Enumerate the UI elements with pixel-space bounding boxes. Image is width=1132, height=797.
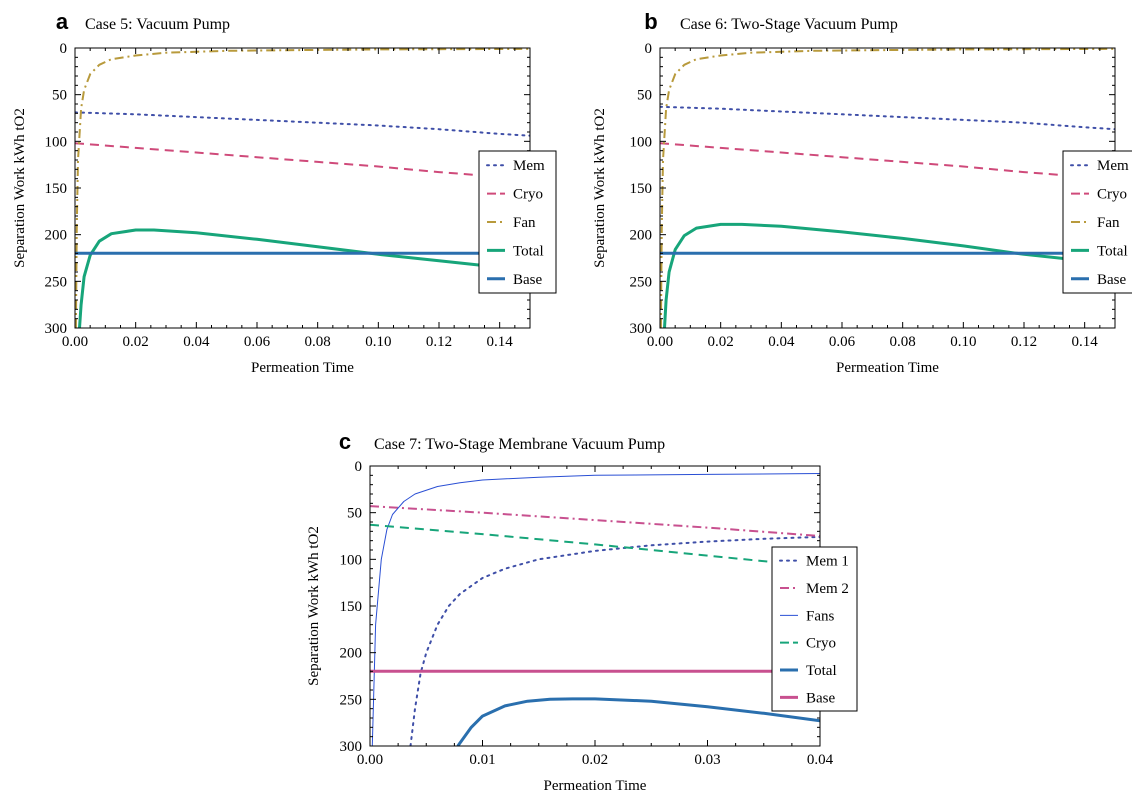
x-tick-label: 0.02 [708, 334, 734, 350]
series-group [370, 473, 820, 746]
y-tick-label: 100 [45, 134, 68, 150]
chart-title: Case 7: Two-Stage Membrane Vacuum Pump [374, 436, 665, 453]
x-tick-label: 0.06 [829, 334, 856, 350]
panel-letter: c [339, 429, 351, 454]
panel-letter: b [644, 9, 657, 34]
y-tick-label: 100 [630, 134, 653, 150]
y-tick-label: 200 [630, 228, 653, 244]
series-line-fan [660, 48, 1115, 328]
x-tick-label: 0.04 [807, 752, 834, 768]
legend-label: Base [513, 272, 543, 288]
x-tick-label: 0.01 [469, 752, 495, 768]
y-tick-label: 200 [45, 228, 68, 244]
y-tick-label: 250 [45, 274, 68, 290]
chart-title: Case 6: Two-Stage Vacuum Pump [680, 16, 898, 33]
y-axis-title: Separation Work kWh tO2 [306, 526, 322, 686]
panel-letter: a [56, 9, 69, 34]
y-tick-label: 150 [45, 181, 68, 197]
x-tick-label: 0.02 [123, 334, 149, 350]
x-axis-title: Permeation Time [836, 360, 939, 376]
y-axis-title: Separation Work kWh tO2 [592, 108, 608, 268]
series-line-total [78, 228, 530, 328]
y-tick-label: 150 [630, 181, 653, 197]
y-tick-label: 50 [637, 88, 652, 104]
legend-label: Fans [806, 608, 835, 624]
legend: Mem 1 Mem 2 Fans Cryo Total Base [771, 546, 858, 712]
x-tick-label: 0.14 [1072, 334, 1099, 350]
chart-panel-b: b Case 6: Two-Stage Vacuum Pump 0.00 0.02 0.… [592, 9, 1132, 376]
x-tick-label: 0.06 [244, 334, 271, 350]
y-tick-label: 250 [630, 274, 653, 290]
x-axis-title: Permeation Time [544, 778, 647, 794]
y-tick-label: 0 [60, 41, 68, 57]
y-tick-label: 0 [355, 459, 363, 475]
series-line-mem-1 [409, 535, 820, 746]
series-group [75, 48, 530, 328]
legend-label: Total [513, 243, 544, 259]
x-tick-label: 0.04 [768, 334, 795, 350]
x-tick-label: 0.00 [357, 752, 383, 768]
legend-box [771, 546, 858, 712]
y-tick-label: 300 [340, 739, 363, 755]
series-line-total [663, 222, 1115, 328]
y-tick-label: 100 [340, 552, 363, 568]
x-tick-label: 0.08 [305, 334, 331, 350]
legend-label: Fan [513, 215, 536, 231]
series-line-mem-2 [370, 505, 820, 537]
series-line-fan [75, 48, 530, 328]
legend-label: Mem 1 [806, 554, 849, 570]
legend-label: Base [806, 690, 836, 706]
legend: Mem Cryo Fan Total Base [1062, 150, 1132, 294]
series-line-fans [371, 473, 820, 746]
series-line-cryo [370, 523, 820, 568]
legend-label: Cryo [513, 187, 543, 203]
x-tick-label: 0.02 [582, 752, 608, 768]
x-tick-label: 0.14 [487, 334, 514, 350]
legend-label: Cryo [806, 636, 836, 652]
y-tick-label: 0 [645, 41, 653, 57]
chart-panel-c: c Case 7: Two-Stage Membrane Vacuum Pump 0… [306, 429, 858, 794]
legend-label: Fan [1097, 215, 1120, 231]
y-axis-title: Separation Work kWh tO2 [12, 108, 28, 268]
x-axis-title: Permeation Time [251, 360, 354, 376]
legend-label: Total [806, 663, 837, 679]
x-tick-label: 0.12 [1011, 334, 1037, 350]
legend-label: Mem [513, 158, 545, 174]
x-tick-label: 0.03 [694, 752, 720, 768]
x-tick-label: 0.12 [426, 334, 452, 350]
x-tick-label: 0.00 [62, 334, 88, 350]
x-tick-label: 0.08 [890, 334, 916, 350]
y-tick-label: 150 [340, 599, 363, 615]
series-line-total [456, 697, 820, 746]
legend-label: Total [1097, 243, 1128, 259]
y-tick-label: 50 [52, 88, 67, 104]
chart-title: Case 5: Vacuum Pump [85, 16, 230, 33]
y-tick-label: 300 [45, 321, 68, 337]
y-tick-label: 50 [347, 506, 362, 522]
legend-label: Base [1097, 272, 1127, 288]
y-tick-label: 300 [630, 321, 653, 337]
x-tick-label: 0.04 [183, 334, 210, 350]
y-tick-label: 250 [340, 692, 363, 708]
legend-label: Mem 2 [806, 581, 849, 597]
legend-box [1062, 150, 1132, 294]
x-tick-label: 0.10 [365, 334, 391, 350]
chart-panel-a: a Case 5: Vacuum Pump 0.00 0.02 0.04 0.06 0.08… [12, 9, 557, 376]
y-tick-label: 200 [340, 646, 363, 662]
x-tick-label: 0.00 [647, 334, 673, 350]
legend-label: Mem [1097, 158, 1129, 174]
x-tick-label: 0.10 [950, 334, 976, 350]
legend-label: Cryo [1097, 187, 1127, 203]
legend: Mem Cryo Fan Total Base [478, 150, 557, 294]
